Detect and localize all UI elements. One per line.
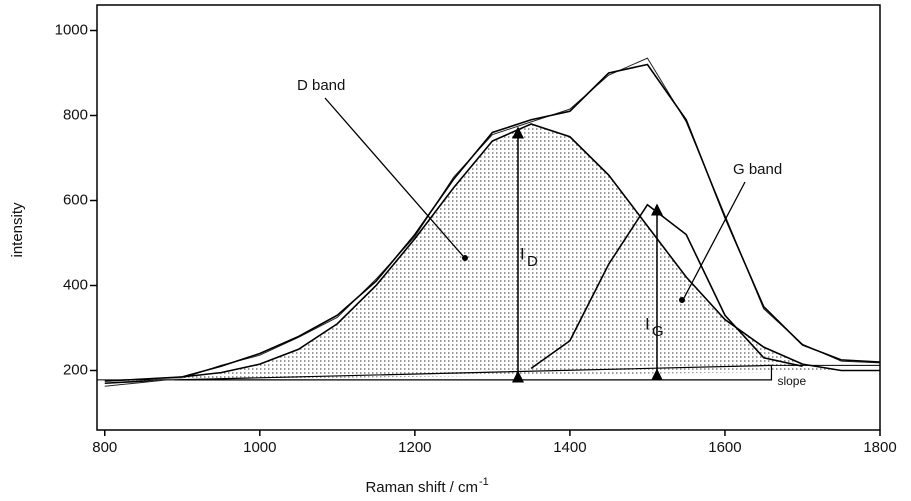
annotation: I bbox=[645, 314, 650, 333]
x-axis-label: Raman shift / cm bbox=[365, 479, 478, 496]
y-tick-label: 1000 bbox=[55, 21, 88, 38]
baseline-label: slope bbox=[777, 374, 806, 388]
annotation-sub: D bbox=[527, 253, 538, 270]
x-tick-label: 1400 bbox=[553, 439, 586, 456]
annotation-dot bbox=[462, 255, 468, 261]
annotation-dot bbox=[679, 297, 685, 303]
series-line bbox=[104, 63, 881, 385]
annotation-arrow bbox=[324, 97, 464, 257]
plot-frame bbox=[96, 4, 881, 431]
x-tick-label: 1800 bbox=[863, 439, 896, 456]
annotation-arrow bbox=[683, 181, 746, 299]
annotation-sub: G bbox=[652, 323, 664, 340]
x-tick-label: 1000 bbox=[243, 439, 276, 456]
baseline bbox=[174, 364, 773, 381]
series-line bbox=[104, 123, 880, 382]
y-axis-label: intensity bbox=[9, 202, 26, 258]
series-line bbox=[530, 203, 803, 370]
band-area bbox=[104, 124, 881, 382]
y-tick-label: 400 bbox=[63, 276, 88, 293]
x-axis-label-sup: -1 bbox=[479, 476, 489, 488]
x-tick-label: 1200 bbox=[398, 439, 431, 456]
x-tick-label: 1600 bbox=[708, 439, 741, 456]
annotation: G band bbox=[733, 161, 782, 178]
annotation: I bbox=[520, 244, 525, 263]
plot bbox=[96, 4, 881, 431]
annotation: D band bbox=[297, 77, 345, 94]
y-tick-label: 600 bbox=[63, 191, 88, 208]
y-tick-label: 800 bbox=[63, 106, 88, 123]
x-tick-label: 800 bbox=[92, 439, 117, 456]
y-tick-label: 200 bbox=[63, 361, 88, 378]
